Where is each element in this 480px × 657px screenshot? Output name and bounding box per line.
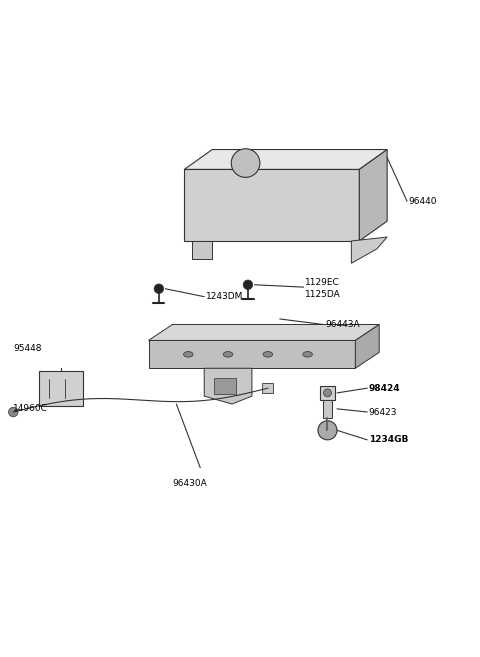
Text: 95448: 95448 [13, 344, 42, 353]
Text: 1234GB: 1234GB [369, 436, 408, 444]
Bar [262, 384, 274, 393]
Text: 1125DA: 1125DA [305, 290, 341, 299]
Polygon shape [148, 340, 355, 369]
Polygon shape [355, 325, 379, 369]
Text: 1129EC: 1129EC [305, 278, 340, 287]
Text: 96443A: 96443A [325, 320, 360, 329]
Ellipse shape [223, 351, 233, 357]
Bar [39, 371, 84, 405]
Polygon shape [351, 237, 387, 263]
Text: 96440: 96440 [408, 196, 437, 206]
Bar [323, 400, 332, 418]
Text: 1243DM: 1243DM [206, 292, 243, 301]
Text: 96430A: 96430A [172, 479, 207, 488]
Ellipse shape [183, 351, 193, 357]
Polygon shape [192, 241, 212, 258]
Circle shape [318, 420, 337, 440]
Bar [320, 386, 335, 400]
Circle shape [9, 407, 18, 417]
Circle shape [154, 284, 164, 294]
Circle shape [231, 148, 260, 177]
Polygon shape [184, 170, 360, 241]
Ellipse shape [303, 351, 312, 357]
Polygon shape [148, 325, 379, 340]
Bar [214, 378, 236, 394]
Polygon shape [360, 150, 387, 241]
Polygon shape [204, 369, 252, 404]
Polygon shape [184, 150, 387, 170]
Text: 98424: 98424 [369, 384, 400, 393]
Circle shape [324, 389, 332, 397]
Circle shape [243, 280, 253, 290]
Text: 96423: 96423 [369, 407, 397, 417]
Text: 14960C: 14960C [13, 403, 48, 413]
Ellipse shape [263, 351, 273, 357]
